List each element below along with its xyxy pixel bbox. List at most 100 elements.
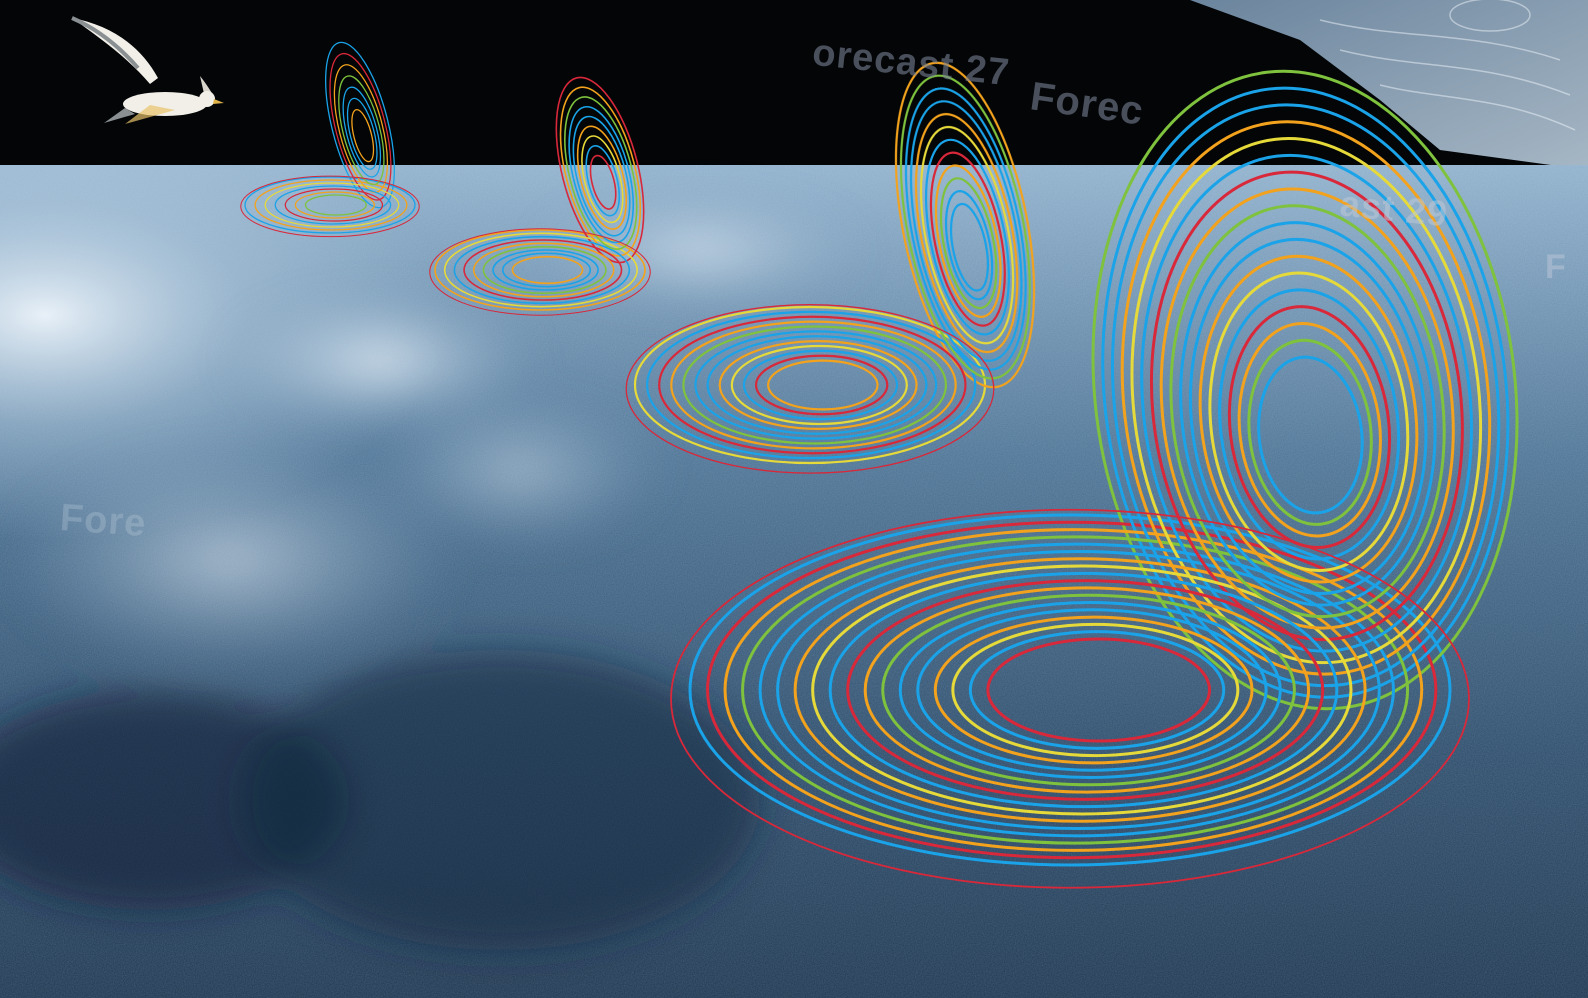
attractor-disc-ring [670, 320, 957, 450]
attractor-lobe-ring [929, 151, 1006, 327]
attractor-disc-ring [694, 330, 938, 440]
attractor-disc-ring [646, 310, 977, 460]
attractor-lobe-ring [1208, 271, 1410, 572]
attractor-disc-ring [274, 185, 392, 225]
wave-foam [0, 190, 870, 950]
attractor-disc-ring [811, 564, 1353, 816]
attractor-lobe-ring [1179, 221, 1437, 607]
attractor-outer-boundary [625, 304, 995, 474]
attractor-lobe-ring [576, 125, 628, 230]
attractor-lobe-ring [555, 76, 645, 264]
attractor-lobe-ring [1149, 170, 1464, 642]
attractor-lobe-ring [1120, 120, 1492, 676]
attractor-disc-ring [881, 593, 1296, 787]
attractor-lobe-ring [914, 113, 1019, 354]
attractor-disc-ring [863, 586, 1311, 794]
attractor-lobe-ring [572, 115, 631, 237]
attractor-lobe-ring [333, 64, 389, 193]
attractor-disc-ring [501, 252, 592, 288]
attractor-lobe-ring [1218, 288, 1401, 561]
attractor-lobe-ring [589, 154, 617, 210]
attractor-lobe-ring [351, 108, 375, 163]
attractor-disc-ring [511, 255, 584, 285]
attractor-lobe-ring [904, 87, 1027, 371]
attractor-lobe-ring [934, 164, 1002, 318]
attractor-disc-ring [443, 232, 638, 308]
attractor-disc-ring [294, 191, 375, 219]
lorenz-attractor [240, 41, 420, 238]
attractor-disc-ring [718, 340, 918, 430]
attractor-lobe-ring [1111, 103, 1501, 688]
lorenz-attractor-group [240, 41, 1519, 889]
attractor-disc-ring [264, 182, 400, 228]
lorenz-attractor [625, 61, 1036, 474]
attractor-outer-boundary [240, 175, 420, 238]
attractor-disc-ring [968, 630, 1226, 750]
attractor-disc-ring [898, 601, 1282, 779]
attractor-lobe-ring [585, 144, 621, 217]
attractor-lobe-ring [919, 125, 1015, 345]
attractor-outer-boundary [429, 228, 651, 316]
attractor-disc-ring [254, 179, 408, 231]
attractor-disc-ring [730, 344, 908, 426]
attractor-lobe-ring [1237, 321, 1382, 538]
attractor-disc-ring [682, 325, 948, 445]
attractor-lobe-ring [1169, 204, 1446, 619]
attractor-lobe-ring [325, 41, 395, 209]
attractor-lobe-ring [1188, 237, 1428, 596]
attractor-disc-ring [658, 315, 967, 455]
lorenz-attractor [670, 69, 1519, 889]
attractor-disc-ring [688, 513, 1452, 867]
attractor-disc-ring [434, 229, 646, 311]
attractor-lobe-ring [1257, 355, 1364, 515]
attractor-lobe-ring [1101, 86, 1510, 699]
attractor-lobe-ring [1091, 69, 1519, 711]
attractor-disc-ring [933, 615, 1254, 765]
attractor-lobe-ring [1198, 254, 1419, 584]
attractor-disc-ring [284, 188, 384, 222]
attractor-lobe-ring [939, 177, 998, 310]
attractor-disc-ring [244, 176, 416, 234]
lorenz-attractor [429, 76, 651, 316]
attractor-lobe-ring [944, 190, 994, 301]
attractor-disc-ring [463, 239, 623, 301]
attractor-disc-ring [951, 622, 1240, 758]
attractor-lobe-ring [338, 75, 385, 186]
attractor-lobe-ring [342, 86, 382, 178]
attractor-disc-ring [492, 249, 599, 291]
attractor-lobe-ring [1159, 187, 1455, 630]
attractor-disc-ring [723, 528, 1424, 852]
attractor-lobe-ring [581, 135, 624, 224]
attractor-disc-ring [758, 542, 1395, 838]
attractor-lobe-ring [909, 100, 1023, 362]
attractor-disc-ring [453, 235, 631, 305]
attractor-disc-ring [828, 571, 1339, 809]
attractor-disc-ring [741, 535, 1410, 845]
attractor-lobe-ring [1227, 305, 1392, 549]
attractor-lobe-ring [1130, 137, 1483, 665]
attractor-outer-boundary [670, 508, 1470, 889]
attractor-disc-ring [776, 549, 1381, 831]
attractor-disc-ring [742, 349, 899, 421]
map-contours [1319, 0, 1576, 131]
attractor-lobe-ring [949, 202, 990, 292]
seagull-icon [71, 16, 224, 124]
attractor-disc-ring [754, 354, 889, 416]
attractor-disc-ring [706, 335, 928, 435]
attractor-disc-ring [482, 245, 607, 295]
attractor-disc-ring [767, 359, 879, 411]
attractor-lobe-ring [564, 96, 638, 250]
attractor-lobe-ring [1247, 338, 1373, 526]
attractor-disc-ring [706, 520, 1438, 860]
attractor-disc-ring [916, 608, 1268, 772]
attractor-lobe-ring [924, 138, 1010, 336]
attractor-lobe-ring [346, 97, 378, 170]
attractor-disc-ring [793, 557, 1367, 823]
attractor-disc-ring [472, 242, 615, 298]
attractor-disc-ring [986, 637, 1212, 743]
attractor-lobe-ring [894, 61, 1036, 389]
attractor-disc-ring [304, 194, 367, 216]
attractor-disc-ring [846, 579, 1325, 801]
attractor-lobe-ring [899, 74, 1031, 380]
